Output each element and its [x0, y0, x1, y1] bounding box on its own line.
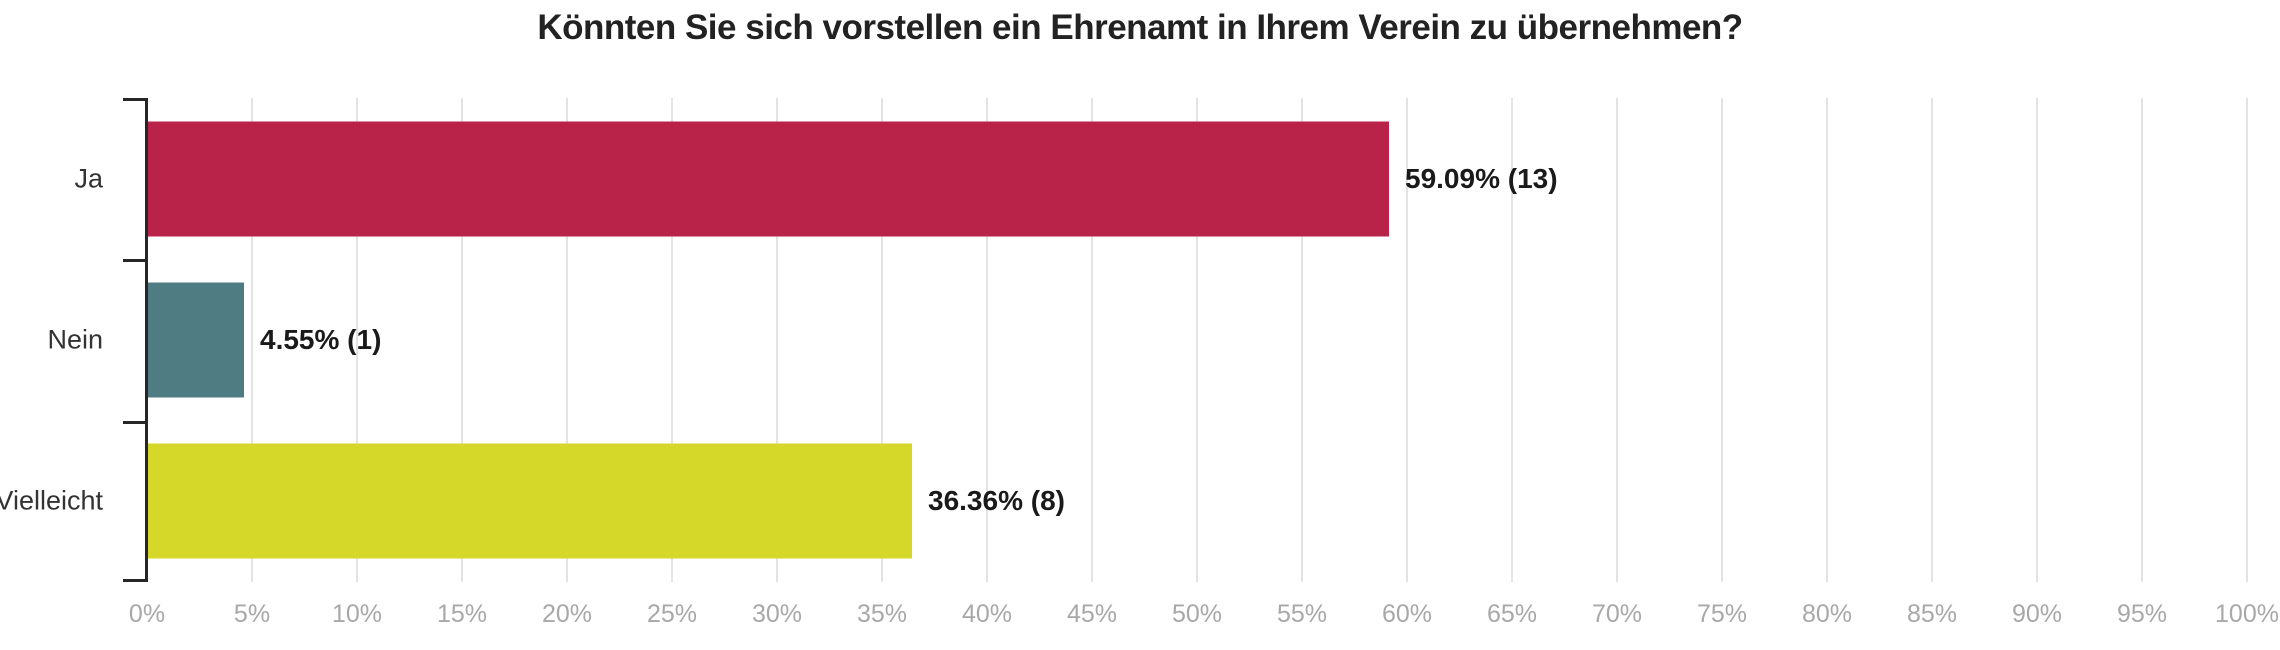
value-label-ja: 59.09% (13) [1405, 162, 1558, 194]
gridline-70% [1616, 98, 1618, 582]
x-tick-label-70%: 70% [1591, 600, 1643, 628]
gridline-45% [1091, 98, 1093, 582]
x-tick-label-35%: 35% [856, 600, 908, 628]
gridline-25% [671, 98, 673, 582]
x-tick-label-75%: 75% [1696, 600, 1748, 628]
bar-ja[interactable] [148, 121, 1389, 237]
category-label-ja: Ja [74, 163, 103, 194]
bar-vielleicht[interactable] [148, 443, 912, 559]
x-tick-label-85%: 85% [1906, 600, 1958, 628]
gridline-95% [2141, 98, 2143, 582]
y-axis-line [145, 98, 148, 582]
plot-area: Ja 59.09% (13) Nein 4.55% (1) Vielleicht 36.3… [0, 98, 2279, 628]
gridline-60% [1406, 98, 1408, 582]
gridline-35% [881, 98, 883, 582]
y-axis-tick [123, 98, 147, 101]
gridline-20% [566, 98, 568, 582]
category-label-nein: Nein [47, 324, 103, 355]
gridline-75% [1721, 98, 1723, 582]
gridline-15% [461, 98, 463, 582]
x-tick-label-50%: 50% [1171, 600, 1223, 628]
chart-title: Könnten Sie sich vorstellen ein Ehrenamt… [537, 8, 1743, 47]
x-tick-label-25%: 25% [646, 600, 698, 628]
x-tick-label-90%: 90% [2011, 600, 2063, 628]
gridline-100% [2246, 98, 2248, 582]
gridline-80% [1826, 98, 1828, 582]
gridline-90% [2036, 98, 2038, 582]
value-label-vielleicht: 36.36% (8) [928, 485, 1065, 517]
x-tick-label-30%: 30% [751, 600, 803, 628]
x-tick-label-5%: 5% [233, 600, 271, 628]
x-tick-label-10%: 10% [331, 600, 383, 628]
x-tick-label-45%: 45% [1066, 600, 1118, 628]
bar-nein[interactable] [148, 282, 244, 398]
x-tick-label-40%: 40% [961, 600, 1013, 628]
x-tick-label-95%: 95% [2116, 600, 2168, 628]
y-axis-tick [123, 259, 147, 262]
x-tick-label-0%: 0% [128, 600, 166, 628]
x-tick-label-15%: 15% [436, 600, 488, 628]
gridline-10% [356, 98, 358, 582]
category-label-vielleicht: Vielleicht [0, 485, 103, 516]
x-tick-label-55%: 55% [1276, 600, 1328, 628]
x-tick-label-20%: 20% [541, 600, 593, 628]
x-tick-label-80%: 80% [1801, 600, 1853, 628]
y-axis-tick [123, 579, 147, 582]
gridline-65% [1511, 98, 1513, 582]
gridline-50% [1196, 98, 1198, 582]
x-tick-label-65%: 65% [1486, 600, 1538, 628]
x-tick-label-100%: 100% [2215, 600, 2279, 628]
gridline-40% [986, 98, 988, 582]
y-axis-tick [123, 421, 147, 424]
x-tick-label-60%: 60% [1381, 600, 1433, 628]
gridline-85% [1931, 98, 1933, 582]
value-label-nein: 4.55% (1) [260, 324, 382, 355]
gridline-30% [776, 98, 778, 582]
gridline-55% [1301, 98, 1303, 582]
gridline-5% [251, 98, 253, 582]
